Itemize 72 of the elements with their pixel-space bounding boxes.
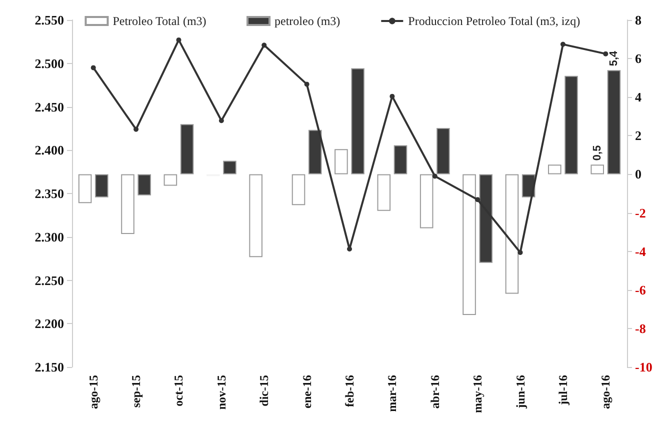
bar [334, 149, 348, 174]
y-tick-label: 2.550 [34, 12, 64, 28]
bar [121, 174, 134, 234]
bar [164, 174, 178, 186]
data-label: 5,4 [608, 50, 620, 66]
y2-tick-label: -4 [635, 244, 646, 259]
point [262, 42, 267, 48]
data-label: 0,5 [591, 145, 604, 161]
bar [564, 76, 578, 174]
x-tick-label: ene-16 [300, 375, 314, 408]
y-tick-label: 2.200 [34, 316, 64, 332]
point [90, 65, 96, 70]
legend-label: Petroleo Total (m3) [112, 14, 206, 28]
x-tick-label: dic-15 [257, 375, 272, 406]
x-tick-label: jul-16 [556, 375, 570, 406]
bar [78, 174, 92, 204]
point [390, 94, 395, 99]
y2-tick-label: 8 [635, 12, 642, 28]
bar [590, 164, 604, 174]
y-tick-label: 2.500 [34, 56, 64, 71]
y-tick-label: 2.150 [34, 360, 64, 374]
bar [308, 130, 322, 174]
y-tick-label: 2.300 [34, 229, 64, 244]
bar [95, 174, 108, 198]
x-tick-label: nov-15 [214, 375, 228, 410]
x-tick-label: feb-16 [342, 375, 356, 407]
bar [180, 124, 194, 174]
y2-tick-label: -2 [635, 205, 646, 220]
point [134, 126, 139, 132]
y-tick-label: 2.350 [34, 186, 64, 201]
bar [394, 145, 408, 174]
x-tick-label: oct-15 [172, 375, 186, 406]
y-tick-label: 2.250 [34, 272, 64, 288]
bar [249, 174, 262, 258]
point [475, 197, 480, 202]
y2-tick-label: 2 [635, 128, 642, 144]
bar [607, 70, 621, 174]
point [560, 42, 566, 47]
bar [138, 174, 151, 196]
y2-tick-label: -8 [635, 320, 646, 336]
x-tick-label: ago-15 [86, 375, 100, 409]
point [304, 82, 310, 87]
point [218, 118, 224, 124]
y2-tick-label: 0 [635, 166, 642, 182]
point [603, 51, 608, 56]
y2-tick-label: -10 [635, 360, 652, 374]
bar [223, 160, 236, 174]
x-tick-label: may-16 [470, 375, 485, 413]
bar [420, 174, 434, 228]
point [432, 174, 438, 179]
y2-tick-label: -6 [635, 282, 646, 298]
x-tick-label: abr-16 [428, 375, 442, 409]
y-tick-label: 2.450 [34, 99, 64, 114]
legend-label: petroleo (m3) [274, 14, 340, 28]
y-tick-label: 2.400 [34, 142, 64, 158]
bar [505, 174, 519, 294]
point [518, 250, 523, 255]
x-tick-label: mar-16 [385, 375, 400, 412]
bar [377, 174, 391, 211]
point [176, 37, 182, 42]
bar [462, 174, 476, 315]
point [347, 246, 352, 252]
bar [548, 164, 562, 174]
x-tick-label: sep-15 [129, 375, 144, 408]
bar [436, 128, 450, 174]
y2-tick-label: 4 [635, 90, 642, 105]
bar [351, 68, 364, 174]
legend-label: Produccion Petroleo Total (m3, izq) [408, 14, 580, 28]
bar [292, 174, 306, 206]
x-tick-label: ago-16 [598, 375, 613, 409]
y2-tick-label: 6 [635, 51, 642, 66]
x-tick-label: jun-16 [513, 375, 528, 410]
